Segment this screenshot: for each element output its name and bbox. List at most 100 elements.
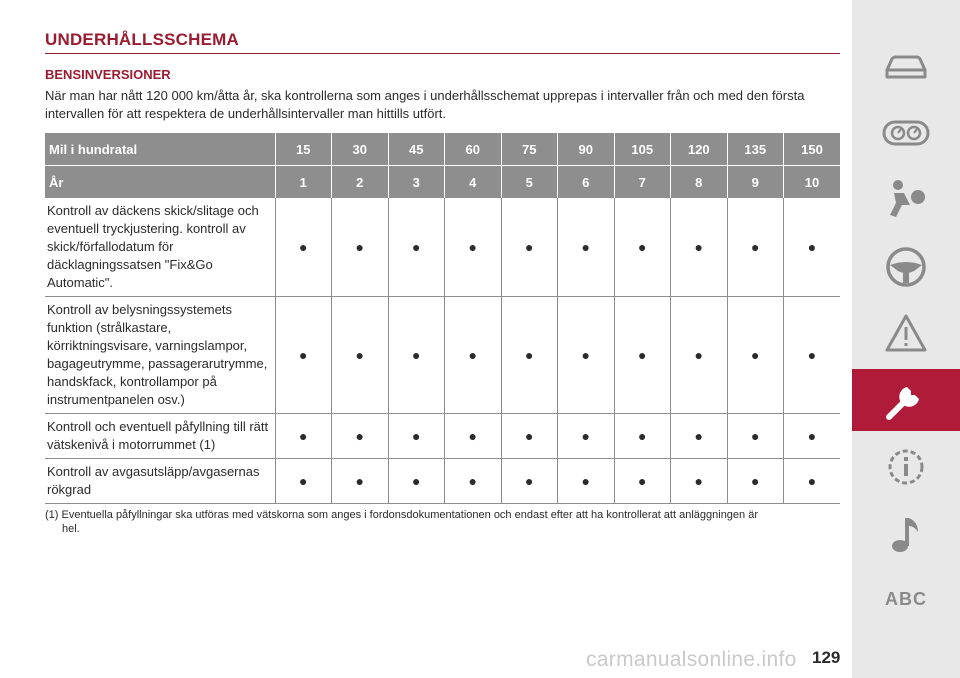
footnote: (1) Eventuella påfyllningar ska utföras … (45, 508, 840, 536)
check-dot: ● (783, 296, 840, 414)
section-title: BENSINVERSIONER (45, 67, 171, 82)
sidebar-item-multimedia[interactable] (852, 503, 960, 565)
check-dot: ● (388, 296, 445, 414)
header-row-year: År 1 2 3 4 5 6 7 8 9 10 (45, 165, 840, 198)
check-dot: ● (331, 198, 389, 297)
check-dot: ● (275, 296, 332, 414)
header-mileage-value: 105 (614, 133, 671, 166)
check-dot: ● (783, 198, 840, 297)
sidebar-item-driving[interactable] (852, 236, 960, 298)
check-dot: ● (727, 413, 784, 459)
row-label: Kontroll av däckens skick/slitage och ev… (45, 198, 276, 297)
warning-triangle-icon (885, 314, 927, 352)
check-dot: ● (275, 413, 332, 459)
check-dot: ● (444, 458, 502, 504)
check-dot: ● (388, 413, 445, 459)
page-number: 129 (812, 648, 841, 667)
maintenance-table: Mil i hundratal 15 30 45 60 75 90 105 120 135 150… (45, 133, 840, 504)
chapter-sidebar: ABC (852, 0, 960, 678)
header-mileage-value: 15 (275, 133, 332, 166)
header-mileage-value: 135 (727, 133, 784, 166)
check-dot: ● (444, 413, 502, 459)
check-dot: ● (557, 296, 615, 414)
check-dot: ● (670, 296, 728, 414)
check-dot: ● (670, 198, 728, 297)
sidebar-item-maintenance[interactable] (852, 369, 960, 431)
row-label: Kontroll av avgasutsläpp/avgasernas rökg… (45, 458, 276, 504)
sidebar-item-emergency[interactable] (852, 302, 960, 364)
car-icon (885, 55, 927, 79)
footnote-continuation: hel. (62, 523, 80, 535)
intro-paragraph: När man har nått 120 000 km/åtta år, ska… (45, 88, 805, 121)
table-row: Kontroll och eventuell påfyllning till r… (45, 413, 840, 459)
sidebar-item-index[interactable]: ABC (852, 568, 960, 630)
check-dot: ● (614, 296, 671, 414)
header-year-value: 2 (331, 165, 389, 198)
header-year-value: 6 (557, 165, 615, 198)
header-mileage-value: 90 (557, 133, 615, 166)
check-dot: ● (388, 198, 445, 297)
instrument-cluster-icon (882, 120, 930, 146)
check-dot: ● (444, 296, 502, 414)
check-dot: ● (670, 413, 728, 459)
header-year-value: 10 (783, 165, 840, 198)
check-dot: ● (783, 413, 840, 459)
check-dot: ● (275, 198, 332, 297)
info-gear-icon (888, 449, 924, 485)
header-year-value: 3 (388, 165, 445, 198)
check-dot: ● (331, 458, 389, 504)
watermark: carmanualsonline.info (586, 648, 797, 671)
wrench-icon (886, 387, 919, 420)
page-content: UNDERHÅLLSSCHEMA BENSINVERSIONER När man… (45, 30, 840, 536)
check-dot: ● (727, 296, 784, 414)
header-mileage-value: 75 (501, 133, 558, 166)
table-row: Kontroll av belysningssystemets funktion… (45, 296, 840, 414)
sidebar-item-safety[interactable] (852, 168, 960, 230)
header-mileage-value: 150 (783, 133, 840, 166)
check-dot: ● (275, 458, 332, 504)
row-label: Kontroll och eventuell påfyllning till r… (45, 413, 276, 459)
check-dot: ● (331, 296, 389, 414)
sidebar-item-technical-data[interactable] (852, 436, 960, 498)
sidebar-item-car[interactable] (852, 36, 960, 98)
header-year-value: 9 (727, 165, 784, 198)
steering-wheel-icon (886, 247, 926, 287)
header-mileage-value: 45 (388, 133, 445, 166)
music-note-icon (892, 518, 918, 552)
check-dot: ● (614, 458, 671, 504)
header-year-label: År (45, 165, 276, 198)
check-dot: ● (388, 458, 445, 504)
check-dot: ● (557, 458, 615, 504)
header-mileage-value: 120 (670, 133, 728, 166)
check-dot: ● (501, 296, 558, 414)
footnote-marker: (1) (45, 509, 59, 521)
check-dot: ● (783, 458, 840, 504)
check-dot: ● (501, 458, 558, 504)
header-mileage-value: 30 (331, 133, 389, 166)
table-row: Kontroll av däckens skick/slitage och ev… (45, 198, 840, 297)
table-row: Kontroll av avgasutsläpp/avgasernas rökg… (45, 458, 840, 504)
row-label: Kontroll av belysningssystemets funktion… (45, 296, 276, 414)
check-dot: ● (614, 198, 671, 297)
check-dot: ● (557, 198, 615, 297)
check-dot: ● (501, 413, 558, 459)
check-dot: ● (727, 198, 784, 297)
header-year-value: 7 (614, 165, 671, 198)
footnote-text: Eventuella påfyllningar ska utföras med … (61, 509, 758, 521)
header-year-value: 8 (670, 165, 728, 198)
index-label: ABC (885, 588, 927, 609)
header-row-mileage: Mil i hundratal 15 30 45 60 75 90 105 120 135 150 (45, 133, 840, 166)
check-dot: ● (444, 198, 502, 297)
header-year-value: 1 (275, 165, 332, 198)
header-mileage-value: 60 (444, 133, 502, 166)
check-dot: ● (727, 458, 784, 504)
check-dot: ● (557, 413, 615, 459)
check-dot: ● (670, 458, 728, 504)
header-mileage-label: Mil i hundratal (45, 133, 276, 166)
airbag-seat-icon (890, 180, 925, 217)
sidebar-item-instruments[interactable] (852, 102, 960, 164)
check-dot: ● (331, 413, 389, 459)
check-dot: ● (614, 413, 671, 459)
header-year-value: 5 (501, 165, 558, 198)
header-year-value: 4 (444, 165, 502, 198)
